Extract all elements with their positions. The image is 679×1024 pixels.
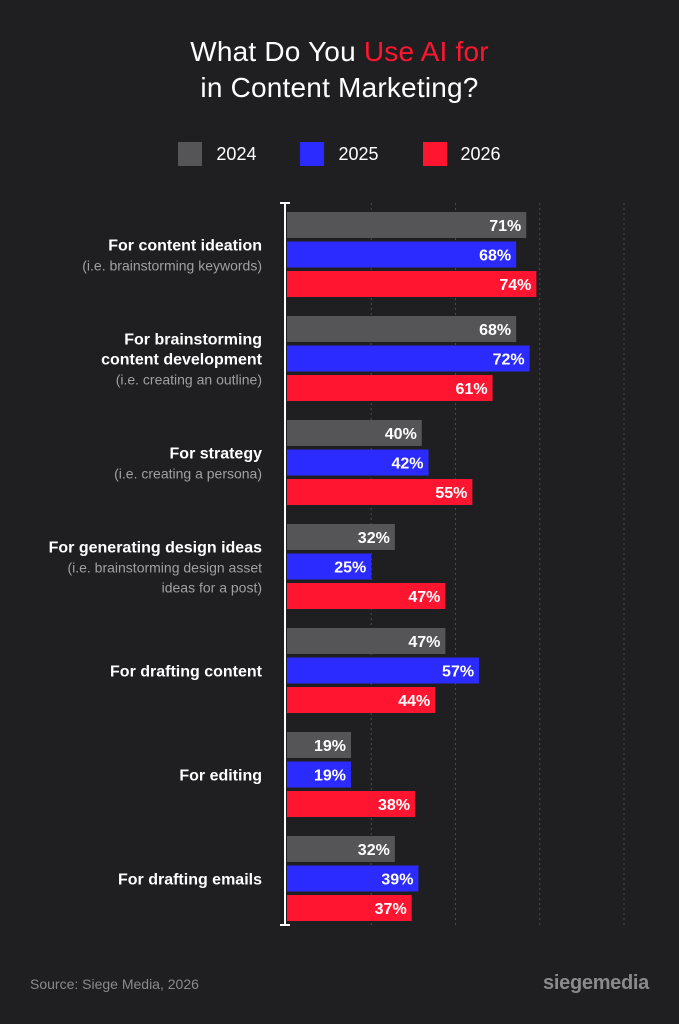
category-label: For brainstorming <box>124 332 262 349</box>
data-label: 40% <box>385 426 417 443</box>
bar-2026 <box>287 583 446 609</box>
bar-2024 <box>287 628 446 654</box>
data-label: 19% <box>314 768 346 785</box>
bar-2025 <box>287 345 530 372</box>
data-label: 32% <box>358 842 390 859</box>
brand-logo: siegemedia <box>543 972 649 994</box>
legend-swatch-2024 <box>178 142 203 166</box>
chart-title-line1: What Do You Use AI for <box>0 34 679 70</box>
bar-2024 <box>287 836 395 862</box>
legend-label-2026: 2026 <box>460 143 501 164</box>
bar-chart: 71% 68% 74% For content ideation (i.e. brain… <box>49 202 625 926</box>
title-prefix: What Do You <box>190 36 364 67</box>
bar-2024 <box>287 316 517 342</box>
legend-label-2024: 2024 <box>216 143 257 164</box>
data-label: 74% <box>499 277 531 294</box>
source-note: Source: Siege Media, 2026 <box>30 976 199 992</box>
data-label: 68% <box>479 248 511 265</box>
bar-2024 <box>287 732 352 758</box>
category-label: content development <box>101 352 263 369</box>
legend-item-2024: 2024 <box>178 142 256 166</box>
data-label: 25% <box>334 560 366 577</box>
legend-swatch-2025 <box>300 142 325 166</box>
bar-2024 <box>287 420 422 446</box>
data-label: 72% <box>493 352 525 369</box>
category-label: For strategy <box>170 446 263 463</box>
bar-2026 <box>287 375 493 401</box>
legend-label-2025: 2025 <box>338 143 379 164</box>
legend-item-2026: 2026 <box>422 142 501 166</box>
bar-2025 <box>287 449 429 476</box>
data-label: 42% <box>392 456 424 473</box>
data-label: 47% <box>408 589 440 606</box>
bar-2026 <box>287 271 537 297</box>
bar-2025 <box>287 553 372 580</box>
data-label: 38% <box>378 797 410 814</box>
bar-2024 <box>287 524 395 550</box>
data-label: 61% <box>456 381 488 398</box>
category-label: For content ideation <box>108 238 262 255</box>
data-label: 68% <box>479 322 511 339</box>
category-sublabel: (i.e. brainstorming keywords) <box>82 258 262 274</box>
chart-title-line2: in Content Marketing? <box>200 72 479 103</box>
bar-2025 <box>287 761 352 788</box>
bar-2026 <box>287 687 436 713</box>
data-label: 55% <box>435 485 467 502</box>
category-sublabel: ideas for a post) <box>162 580 262 596</box>
data-label: 47% <box>408 634 440 651</box>
legend-swatch-2026 <box>422 142 447 166</box>
category-sublabel: (i.e. brainstorming design asset <box>67 560 262 576</box>
bar-2026 <box>287 895 412 921</box>
data-label: 32% <box>358 530 390 547</box>
category-label: For editing <box>179 768 262 785</box>
bar-2026 <box>287 479 473 505</box>
bar-2026 <box>287 791 416 817</box>
data-label: 19% <box>314 738 346 755</box>
data-label: 37% <box>375 901 407 918</box>
data-label: 44% <box>398 693 430 710</box>
data-label: 57% <box>442 664 474 681</box>
category-sublabel: (i.e. creating a persona) <box>114 466 262 482</box>
category-label: For drafting content <box>110 664 263 681</box>
data-label: 71% <box>489 218 521 235</box>
legend-item-2025: 2025 <box>300 142 379 166</box>
legend: 2024 2025 2026 <box>0 142 679 166</box>
title-accent: Use AI for <box>363 36 489 67</box>
bar-2024 <box>287 212 527 238</box>
bar-2025 <box>287 657 480 684</box>
bar-2025 <box>287 865 419 892</box>
category-label: For drafting emails <box>118 872 262 889</box>
category-label: For generating design ideas <box>49 540 262 557</box>
bar-2025 <box>287 241 517 268</box>
data-label: 39% <box>381 872 413 889</box>
category-sublabel: (i.e. creating an outline) <box>116 372 262 388</box>
chart-title: What Do You Use AI for in Content Market… <box>0 34 679 106</box>
